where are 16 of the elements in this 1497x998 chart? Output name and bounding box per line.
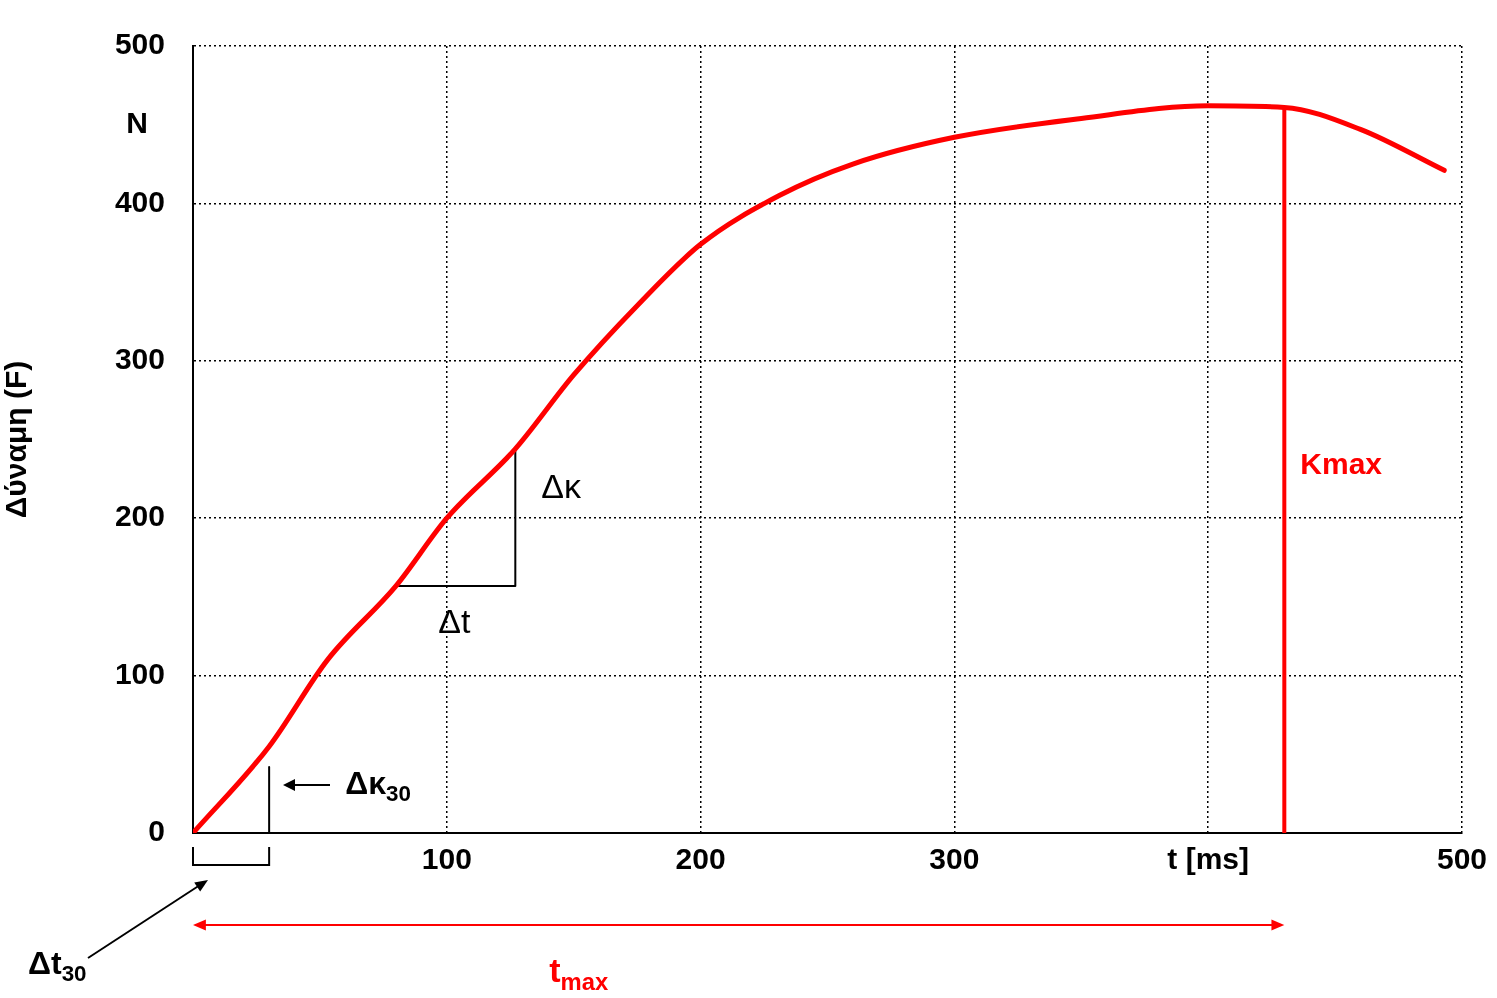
y-axis-title: Δύναμη (F)	[0, 360, 33, 519]
x-tick-label: t [ms]	[1167, 842, 1250, 876]
y-tick-label: 400	[114, 184, 165, 218]
ref-line-label: Kmax	[1300, 447, 1383, 481]
y-tick-label: 500	[114, 27, 165, 61]
x-tick-label: 100	[421, 842, 472, 876]
y-tick-label: 300	[114, 342, 165, 376]
text: N	[126, 105, 148, 139]
y-tick-label: 100	[114, 656, 165, 690]
x-tick-label: 200	[675, 842, 726, 876]
x-tick-label: 300	[929, 842, 980, 876]
y-tick-label: 200	[114, 499, 165, 533]
annotation: Δκ	[541, 466, 583, 505]
x-tick-label: 500	[1436, 842, 1487, 876]
annotation: Δt	[438, 602, 472, 641]
y-tick-label: 0	[148, 814, 165, 848]
